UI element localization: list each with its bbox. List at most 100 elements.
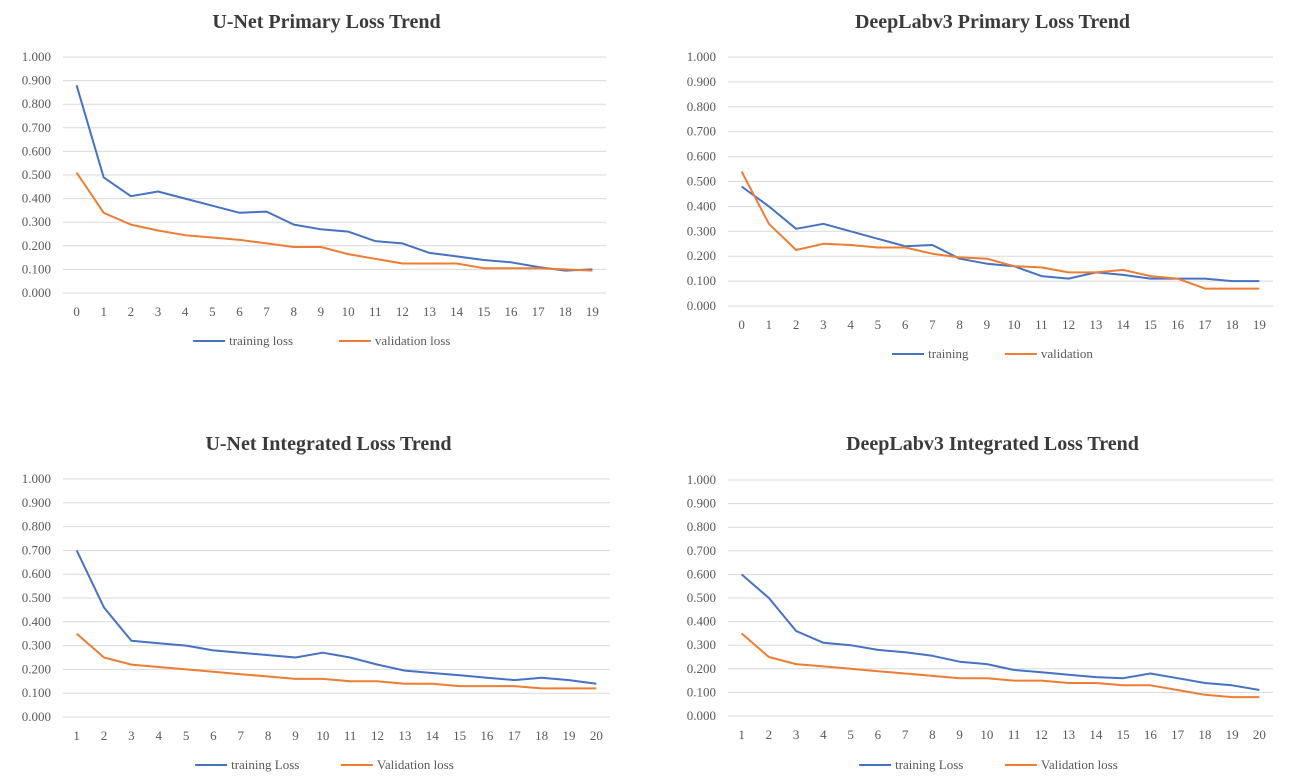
series-line-validation [76, 632, 597, 690]
legend-label-validation: Validation loss [377, 757, 454, 772]
x-tick-label: 18 [559, 304, 572, 319]
x-tick-label: 10 [342, 304, 355, 319]
x-tick-label: 12 [1062, 317, 1075, 332]
y-tick-label: 0.600 [687, 566, 716, 581]
chart-panel-deeplab-integrated: DeepLabv3 Integrated Loss Trend 0.000 0.10… [648, 420, 1288, 777]
y-tick-label: 0.300 [22, 214, 51, 229]
legend-label-validation: validation [1041, 346, 1093, 361]
y-tick-label: 0.600 [687, 149, 716, 164]
y-tick-label: 0.700 [687, 543, 716, 558]
x-tick-label: 4 [820, 727, 827, 742]
x-tick-label: 14 [1117, 317, 1131, 332]
y-tick-label: 0.700 [22, 120, 51, 135]
chart-deeplab-primary: DeepLabv3 Primary Loss Trend 0.000 0.100 0.… [687, 11, 1273, 361]
y-tick-label: 0.500 [22, 167, 51, 182]
x-tick-label: 8 [956, 317, 963, 332]
series-line-validation [740, 632, 1260, 699]
x-tick-label: 15 [477, 304, 490, 319]
x-tick-label: 6 [902, 317, 909, 332]
x-tick-label: 7 [929, 317, 936, 332]
x-tick-label: 17 [1171, 727, 1185, 742]
y-tick-label: 0.800 [687, 99, 716, 114]
y-tick-label: 0.300 [687, 223, 716, 238]
x-tick-label: 8 [929, 727, 936, 742]
y-tick-label: 0.700 [22, 542, 51, 557]
x-tick-label: 1 [738, 727, 745, 742]
x-tick-label: 5 [183, 728, 190, 743]
x-tick-label: 6 [210, 728, 217, 743]
x-tick-label: 4 [182, 304, 189, 319]
x-tick-label: 13 [1089, 317, 1102, 332]
chart-title: DeepLabv3 Primary Loss Trend [855, 11, 1130, 33]
x-tick-label: 6 [875, 727, 882, 742]
x-tick-label: 6 [236, 304, 243, 319]
x-tick-label: 17 [508, 728, 522, 743]
x-tick-label: 4 [155, 728, 162, 743]
y-tick-label: 0.900 [687, 496, 716, 511]
x-tick-label: 7 [238, 728, 245, 743]
x-tick-label: 14 [450, 304, 464, 319]
x-tick-label: 13 [423, 304, 436, 319]
legend-label-training: training loss [229, 333, 293, 348]
x-tick-label: 8 [291, 304, 298, 319]
x-tick-label: 3 [820, 317, 827, 332]
chart-title: DeepLabv3 Integrated Loss Trend [846, 433, 1139, 455]
y-tick-label: 0.500 [22, 590, 51, 605]
series-line-validation [75, 172, 593, 272]
x-tick-label: 8 [265, 728, 272, 743]
y-tick-label: 1.000 [22, 49, 51, 64]
y-tick-label: 0.800 [22, 519, 51, 534]
x-tick-label: 17 [532, 304, 546, 319]
x-tick-label: 10 [316, 728, 329, 743]
y-tick-label: 1.000 [22, 471, 51, 486]
x-tick-label: 15 [453, 728, 466, 743]
x-tick-label: 16 [1144, 727, 1158, 742]
x-tick-label: 3 [128, 728, 135, 743]
y-tick-label: 0.800 [22, 96, 51, 111]
chart-panel-unet-integrated: U-Net Integrated Loss Trend 0.000 0.100 0.2… [0, 420, 640, 777]
legend-label-training: training Loss [895, 757, 963, 772]
x-tick-label: 20 [1253, 727, 1266, 742]
x-tick-label: 16 [480, 728, 494, 743]
series-line-training [75, 85, 593, 272]
x-tick-label: 17 [1198, 317, 1212, 332]
chart-unet-integrated: U-Net Integrated Loss Trend 0.000 0.100 0.2… [22, 433, 610, 772]
x-tick-label: 11 [1008, 727, 1021, 742]
y-tick-label: 0.400 [22, 614, 51, 629]
x-tick-label: 15 [1117, 727, 1130, 742]
x-tick-label: 3 [793, 727, 800, 742]
y-tick-label: 0.900 [687, 74, 716, 89]
x-tick-label: 2 [128, 304, 135, 319]
x-tick-label: 18 [1198, 727, 1211, 742]
y-tick-label: 0.900 [22, 73, 51, 88]
x-tick-label: 1 [73, 728, 80, 743]
y-tick-label: 0.800 [687, 519, 716, 534]
chart-deeplab-integrated: DeepLabv3 Integrated Loss Trend 0.000 0.10… [687, 433, 1273, 772]
x-tick-label: 9 [984, 317, 991, 332]
x-tick-label: 11 [1035, 317, 1048, 332]
y-tick-label: 0.000 [687, 298, 716, 313]
y-tick-label: 0.200 [687, 248, 716, 263]
chart-panel-deeplab-primary: DeepLabv3 Primary Loss Trend 0.000 0.100 0.… [648, 0, 1288, 370]
x-tick-label: 18 [1226, 317, 1239, 332]
y-tick-label: 1.000 [687, 472, 716, 487]
x-tick-label: 10 [980, 727, 993, 742]
x-tick-label: 19 [562, 728, 575, 743]
x-tick-label: 0 [738, 317, 745, 332]
x-tick-label: 19 [586, 304, 599, 319]
chart-title: U-Net Primary Loss Trend [212, 11, 440, 33]
y-tick-label: 0.400 [687, 614, 716, 629]
y-tick-label: 0.700 [687, 124, 716, 139]
x-tick-label: 14 [426, 728, 440, 743]
x-tick-label: 9 [292, 728, 299, 743]
y-tick-label: 0.100 [687, 684, 716, 699]
legend-label-training: training [928, 346, 969, 361]
y-tick-label: 0.000 [22, 709, 51, 724]
x-tick-label: 5 [847, 727, 854, 742]
y-tick-label: 0.900 [22, 495, 51, 510]
x-tick-label: 12 [396, 304, 409, 319]
y-tick-label: 0.600 [22, 566, 51, 581]
x-tick-label: 16 [1171, 317, 1185, 332]
x-tick-label: 10 [1008, 317, 1021, 332]
x-tick-label: 19 [1253, 317, 1266, 332]
